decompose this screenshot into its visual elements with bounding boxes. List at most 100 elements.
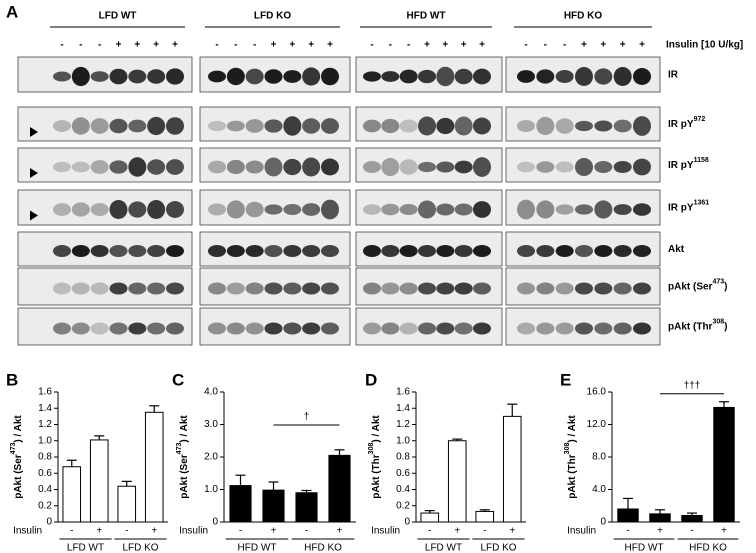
- row-label-main: pAkt (Ser: [668, 281, 713, 292]
- lane-sign: -: [563, 40, 566, 51]
- blot-band: [71, 66, 90, 87]
- row-label-main: Akt: [668, 244, 685, 255]
- blot-band: [71, 322, 90, 335]
- blot-band: [575, 66, 593, 87]
- blot-band: [53, 322, 71, 335]
- blot-band: [454, 116, 473, 136]
- lane-sign: +: [172, 40, 178, 51]
- x-tick-label: -: [690, 526, 693, 537]
- blot-band: [245, 160, 264, 174]
- y-tick-label: 0.2: [396, 500, 410, 511]
- x-tick-label: -: [305, 526, 308, 537]
- x-tick-label: +: [96, 526, 102, 537]
- bar: [117, 485, 137, 523]
- blot-band: [226, 200, 245, 219]
- blot-band: [363, 245, 381, 257]
- blot-band: [321, 199, 339, 220]
- row-label-sup: 1361: [694, 199, 710, 206]
- blot-band: [633, 68, 651, 85]
- lane-sign: -: [253, 40, 256, 51]
- lane-sign: +: [289, 40, 295, 51]
- group-label: HFD WT: [625, 543, 664, 553]
- panel-letter: C: [172, 370, 184, 389]
- blot-band: [575, 120, 593, 132]
- row-label-end: ): [724, 321, 727, 332]
- arrowhead: [30, 168, 38, 178]
- blot-band: [613, 245, 632, 257]
- blot-band: [128, 245, 147, 257]
- blot-band: [418, 69, 436, 84]
- arrowhead: [30, 210, 38, 221]
- blot-band: [245, 119, 264, 133]
- blot-band: [128, 69, 147, 84]
- x-tick-label: +: [657, 526, 663, 537]
- blot-band: [418, 161, 436, 173]
- blot-band: [399, 119, 418, 133]
- lane-sign: +: [620, 40, 626, 51]
- row-label-main: pAkt (Thr: [668, 321, 713, 332]
- blot-band: [128, 282, 147, 295]
- blot-band: [245, 68, 264, 85]
- blot-band: [321, 245, 339, 257]
- blot-band: [245, 201, 264, 218]
- bar: [502, 415, 522, 523]
- blot-band: [302, 203, 321, 216]
- panel-letter: E: [560, 370, 571, 389]
- y-tick-label: 2.0: [204, 452, 218, 463]
- blot-band: [147, 69, 166, 84]
- group-label: LFD WT: [67, 543, 104, 553]
- blot-band: [264, 157, 283, 177]
- blot-band: [381, 245, 400, 257]
- blot-band: [208, 245, 226, 257]
- blot-band: [536, 69, 555, 84]
- bar: [681, 515, 703, 523]
- blot-band: [264, 119, 283, 133]
- blot-band: [208, 322, 226, 335]
- blot-band: [381, 322, 400, 335]
- arrowhead: [30, 127, 38, 137]
- blot-band: [399, 282, 418, 295]
- blot-band: [536, 161, 555, 173]
- blot-band: [109, 282, 128, 295]
- group-label: HFD WT: [407, 11, 446, 22]
- lane-sign: +: [639, 40, 645, 51]
- blot-band: [473, 245, 491, 257]
- lane-sign: +: [153, 40, 159, 51]
- blot-band: [613, 66, 632, 87]
- blot-band: [147, 322, 166, 335]
- blot-band: [71, 117, 90, 135]
- blot-band: [245, 245, 264, 257]
- group-label: HFD KO: [304, 543, 342, 553]
- y-tick-label: 1.0: [396, 435, 410, 446]
- row-label-end: ): [724, 281, 727, 292]
- blot-band: [473, 282, 491, 295]
- y-tick-label: 8.0: [592, 452, 606, 463]
- y-tick-label: 1.0: [38, 435, 52, 446]
- bar: [420, 512, 440, 523]
- blot-band: [283, 282, 302, 295]
- y-axis-label-end: ) / Akt: [13, 415, 24, 443]
- blot-band: [90, 282, 109, 295]
- x-tick-label: -: [483, 526, 486, 537]
- y-axis-label-main: pAkt (Thr: [567, 454, 578, 499]
- blot-band: [633, 245, 651, 257]
- y-tick-label: 1.6: [38, 387, 52, 398]
- blot-band: [555, 70, 574, 83]
- blot-band: [436, 245, 455, 257]
- x-tick-label: -: [70, 526, 73, 537]
- blot-band: [594, 245, 613, 257]
- row-label: Akt: [668, 244, 685, 255]
- blot-band: [594, 161, 613, 173]
- y-tick-label: 0: [600, 517, 606, 528]
- blot-band: [473, 201, 491, 218]
- row-label: IR: [668, 69, 679, 80]
- lane-sign: -: [234, 40, 237, 51]
- y-axis-label: pAkt (Ser473) / Akt: [10, 415, 24, 499]
- x-axis-label: Insulin: [13, 526, 42, 537]
- blot-band: [418, 282, 436, 295]
- blot-band: [436, 282, 455, 295]
- y-axis-label-main: pAkt (Thr: [371, 454, 382, 499]
- blot-band: [418, 322, 436, 335]
- x-tick-label: +: [721, 526, 727, 537]
- x-tick-label: +: [454, 526, 460, 537]
